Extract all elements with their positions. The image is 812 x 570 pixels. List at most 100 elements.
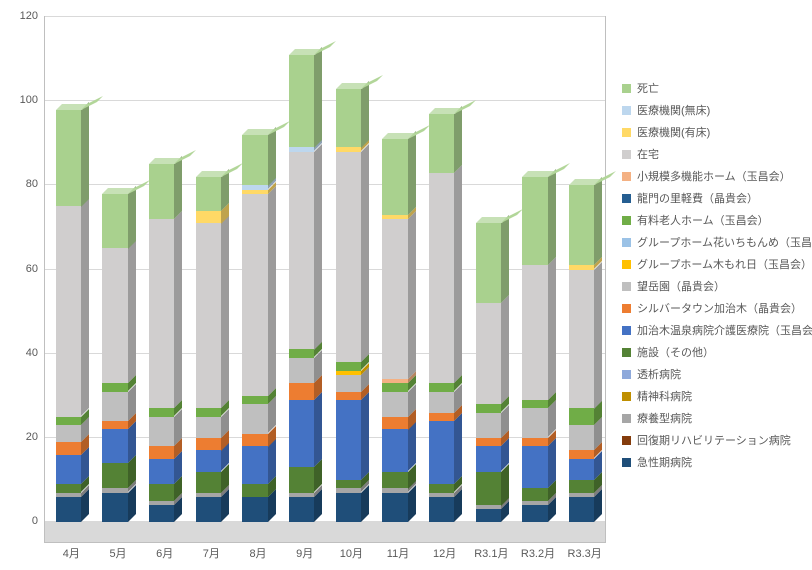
bar-segment <box>522 177 548 265</box>
x-tick-label: 11月 <box>387 545 409 561</box>
bar-segment <box>289 467 315 492</box>
bar-segment <box>336 488 362 492</box>
bar <box>336 89 362 522</box>
bar-segment <box>242 434 268 447</box>
legend-label: 施設（その他） <box>637 344 714 360</box>
bar-segment <box>242 396 268 404</box>
legend-item: 医療機関(無床) <box>622 102 812 118</box>
bar-segment <box>569 185 595 265</box>
legend-swatch <box>622 370 631 379</box>
bar-segment <box>429 493 455 497</box>
bar-segment <box>149 164 175 219</box>
bar-segment <box>196 493 222 497</box>
x-tick-label: 10月 <box>340 545 363 561</box>
bar-segment <box>429 484 455 492</box>
bar-segment <box>196 177 222 211</box>
x-tick-label: 4月 <box>63 545 80 561</box>
bar <box>289 55 315 522</box>
bar-segment <box>476 505 502 509</box>
bar-segment <box>476 303 502 404</box>
legend-swatch <box>622 458 631 467</box>
legend-item: 施設（その他） <box>622 344 812 360</box>
bar-segment <box>476 446 502 471</box>
legend-label: 急性期病院 <box>637 454 692 470</box>
x-tick-label: 8月 <box>249 545 266 561</box>
bar-segment <box>336 480 362 488</box>
legend-label: 医療機関(有床) <box>637 124 710 140</box>
bar-segment <box>476 404 502 412</box>
bar-segment <box>569 265 595 269</box>
bar <box>102 194 128 522</box>
bar-segment <box>56 497 82 522</box>
legend-swatch <box>622 128 631 137</box>
legend-item: 龍門の里軽費（晶貴会） <box>622 190 812 206</box>
x-tick-label: R3.2月 <box>521 545 555 561</box>
bar-segment <box>242 404 268 433</box>
bar-segment <box>56 425 82 442</box>
x-tick-label: 5月 <box>109 545 126 561</box>
legend-label: 望岳園（晶貴会） <box>637 278 725 294</box>
legend-label: 回復期リハビリテーション病院 <box>637 432 791 448</box>
legend-label: 在宅 <box>637 146 659 162</box>
bar-segment <box>382 417 408 430</box>
bar-segment <box>429 421 455 484</box>
bar-segment <box>289 383 315 400</box>
bar-segment <box>382 219 408 379</box>
bar-segment <box>569 450 595 458</box>
bar-segment <box>382 488 408 492</box>
legend-item: 小規模多機能ホーム（玉昌会） <box>622 168 812 184</box>
bar-segment <box>382 429 408 471</box>
bar <box>569 185 595 522</box>
bar-segment <box>196 417 222 438</box>
y-tick-label: 80 <box>8 178 38 190</box>
legend-swatch <box>622 216 631 225</box>
bar-segment <box>196 438 222 451</box>
bar-segment <box>289 55 315 148</box>
bar-segment <box>242 484 268 497</box>
bar-segment <box>336 400 362 480</box>
legend-item: 精神科病院 <box>622 388 812 404</box>
bar-segment <box>522 438 548 446</box>
bar-segment <box>336 362 362 370</box>
bar-segment <box>56 110 82 207</box>
legend-item: 死亡 <box>622 80 812 96</box>
bar-segment <box>522 488 548 501</box>
bar-segment <box>196 497 222 522</box>
bar-segment <box>102 488 128 492</box>
bar <box>242 135 268 522</box>
bar-segment <box>102 194 128 249</box>
bar-segment <box>429 497 455 522</box>
legend-swatch <box>622 194 631 203</box>
bar-segment <box>289 497 315 522</box>
x-tick-label: R3.3月 <box>568 545 602 561</box>
bar-segment <box>196 223 222 408</box>
legend-swatch <box>622 150 631 159</box>
legend-label: 医療機関(無床) <box>637 102 710 118</box>
legend-item: 在宅 <box>622 146 812 162</box>
bar-segment <box>242 185 268 189</box>
legend-item: 加治木温泉病院介護医療院（玉昌会） <box>622 322 812 338</box>
bar-segment <box>289 400 315 467</box>
bar-segment <box>102 383 128 391</box>
bar-segment <box>336 147 362 151</box>
y-tick-label: 20 <box>8 431 38 443</box>
y-tick-label: 120 <box>8 10 38 22</box>
bar-segment <box>102 463 128 488</box>
x-tick-label: 12月 <box>433 545 456 561</box>
bar-segment <box>242 194 268 396</box>
x-tick-label: R3.1月 <box>474 545 508 561</box>
legend-label: 加治木温泉病院介護医療院（玉昌会） <box>637 322 812 338</box>
bar-segment <box>196 211 222 224</box>
bar-segment <box>242 190 268 194</box>
legend-label: グループホーム木もれ日（玉昌会） <box>637 256 812 272</box>
bar-segment <box>429 413 455 421</box>
bar <box>149 164 175 522</box>
bar-segment <box>382 392 408 417</box>
bar-segment <box>149 417 175 446</box>
bar-segment <box>336 493 362 522</box>
bar-segment <box>476 509 502 522</box>
chart-plot <box>44 16 606 543</box>
bar-segment <box>102 392 128 421</box>
bar-segment <box>56 442 82 455</box>
bar-segment <box>242 446 268 484</box>
